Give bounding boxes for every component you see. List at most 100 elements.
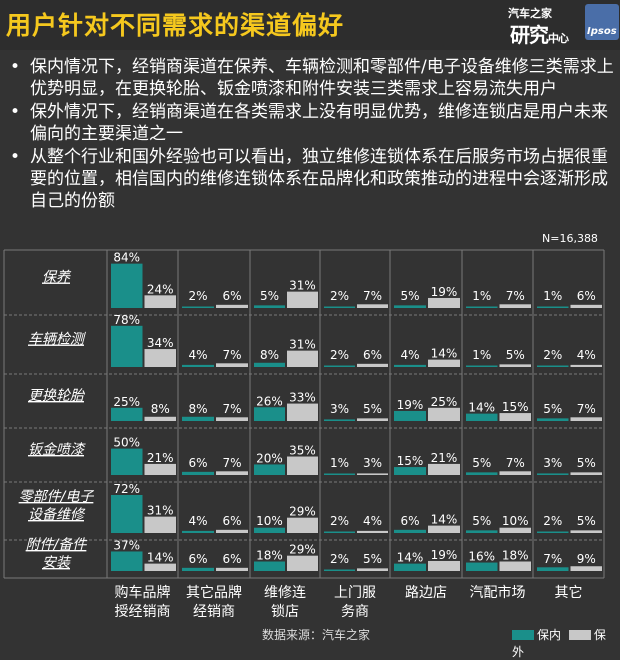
bar-in-warranty bbox=[254, 464, 285, 475]
bar-out-warranty bbox=[499, 471, 531, 475]
data-label: 37% bbox=[113, 538, 140, 552]
column-label: 其它 bbox=[555, 584, 583, 601]
bullet-dot-icon: • bbox=[10, 147, 21, 167]
data-source: 数据来源：汽车之家 bbox=[262, 628, 371, 642]
data-label: 84% bbox=[113, 251, 140, 265]
data-label: 25% bbox=[113, 395, 140, 409]
bar-out-warranty bbox=[357, 530, 388, 533]
data-label: 6% bbox=[363, 348, 382, 362]
bar-in-warranty bbox=[254, 527, 285, 533]
bullet-item: • 从整个行业和国外经验也可以看出，独立维修连锁体系在后服务市场占据很重要的位置，… bbox=[10, 147, 608, 211]
bar-in-warranty bbox=[111, 448, 143, 475]
data-label: 18% bbox=[256, 548, 283, 562]
row-label: 安装 bbox=[42, 555, 72, 571]
bar-in-warranty bbox=[324, 306, 355, 308]
data-label: 8% bbox=[260, 348, 279, 362]
data-label: 35% bbox=[289, 444, 316, 458]
row-label: 钣金喷漆 bbox=[28, 442, 86, 458]
data-label: 5% bbox=[260, 289, 279, 303]
data-label: 21% bbox=[431, 451, 458, 465]
data-label: 3% bbox=[543, 456, 562, 470]
bar-out-warranty bbox=[144, 463, 176, 475]
data-label: 72% bbox=[113, 482, 140, 496]
bar-out-warranty bbox=[428, 463, 460, 475]
column-label: 务商 bbox=[341, 604, 369, 620]
bar-in-warranty bbox=[324, 473, 355, 475]
data-label: 7% bbox=[543, 552, 562, 566]
bar-in-warranty bbox=[111, 494, 143, 533]
data-label: 19% bbox=[397, 398, 424, 412]
bar-in-warranty bbox=[466, 306, 498, 308]
data-label: 2% bbox=[543, 348, 562, 362]
data-label: 14% bbox=[431, 513, 458, 527]
row-label: 零部件/电子 bbox=[19, 489, 95, 505]
sample-size-note: N=16,388 bbox=[542, 232, 598, 245]
bar-in-warranty bbox=[111, 263, 143, 308]
bar-in-warranty bbox=[537, 531, 569, 533]
data-label: 3% bbox=[330, 402, 349, 416]
data-label: 2% bbox=[330, 289, 349, 303]
bar-out-warranty bbox=[357, 363, 388, 367]
bar-out-warranty bbox=[287, 291, 318, 308]
data-label: 1% bbox=[472, 348, 491, 362]
bar-out-warranty bbox=[287, 517, 318, 533]
bar-in-warranty bbox=[394, 410, 426, 421]
bar-out-warranty bbox=[216, 417, 248, 421]
row-label: 保养 bbox=[42, 270, 72, 286]
data-label: 5% bbox=[577, 514, 596, 528]
bar-out-warranty bbox=[570, 530, 602, 533]
data-label: 19% bbox=[431, 548, 458, 562]
bar-in-warranty bbox=[324, 365, 355, 367]
bar-in-warranty bbox=[111, 325, 143, 367]
bar-in-warranty bbox=[111, 407, 143, 421]
row-label: 车辆检测 bbox=[28, 332, 86, 348]
data-label: 4% bbox=[577, 348, 596, 362]
bar-out-warranty bbox=[428, 525, 460, 533]
bullet-dot-icon: • bbox=[10, 102, 21, 122]
bar-out-warranty bbox=[216, 529, 248, 533]
bar-in-warranty bbox=[466, 365, 498, 367]
bar-in-warranty bbox=[254, 362, 285, 367]
bar-out-warranty bbox=[216, 304, 248, 308]
bar-in-warranty bbox=[537, 365, 569, 367]
bar-in-warranty bbox=[394, 364, 426, 367]
data-label: 5% bbox=[506, 348, 525, 362]
row-label: 附件/备件 bbox=[26, 537, 88, 553]
bar-in-warranty bbox=[254, 561, 285, 571]
data-label: 4% bbox=[188, 348, 207, 362]
data-label: 6% bbox=[222, 289, 241, 303]
bar-in-warranty bbox=[466, 530, 498, 533]
data-label: 5% bbox=[363, 552, 382, 566]
data-label: 1% bbox=[472, 289, 491, 303]
bar-in-warranty bbox=[182, 567, 214, 571]
bar-out-warranty bbox=[216, 471, 248, 475]
bar-out-warranty bbox=[428, 297, 460, 308]
bar-in-warranty bbox=[324, 419, 355, 421]
bar-in-warranty bbox=[394, 563, 426, 571]
autohome-research-logo: 汽车之家 研究中心 bbox=[504, 3, 584, 47]
data-label: 21% bbox=[147, 451, 174, 465]
data-label: 6% bbox=[222, 552, 241, 566]
bar-out-warranty bbox=[357, 568, 388, 571]
data-label: 14% bbox=[397, 551, 424, 565]
data-label: 10% bbox=[256, 514, 283, 528]
bar-out-warranty bbox=[357, 418, 388, 421]
bar-out-warranty bbox=[499, 561, 531, 571]
bar-in-warranty bbox=[182, 416, 214, 421]
data-label: 26% bbox=[256, 394, 283, 408]
data-label: 33% bbox=[289, 391, 316, 405]
bar-in-warranty bbox=[394, 467, 426, 475]
header-bar bbox=[0, 0, 620, 50]
bar-in-warranty bbox=[182, 471, 214, 475]
data-label: 16% bbox=[468, 550, 495, 564]
column-label: 维修连 bbox=[264, 585, 306, 601]
bar-out-warranty bbox=[144, 563, 176, 571]
data-label: 34% bbox=[147, 336, 174, 350]
data-label: 7% bbox=[577, 402, 596, 416]
data-label: 5% bbox=[577, 456, 596, 470]
bar-out-warranty bbox=[499, 364, 531, 367]
data-label: 31% bbox=[147, 504, 174, 518]
summary-bullets: • 保内情况下，经销商渠道在保养、车辆检测和零部件/电子设备维修三类需求上优势明显… bbox=[8, 56, 616, 213]
bar-in-warranty bbox=[254, 407, 285, 421]
data-label: 31% bbox=[289, 338, 316, 352]
